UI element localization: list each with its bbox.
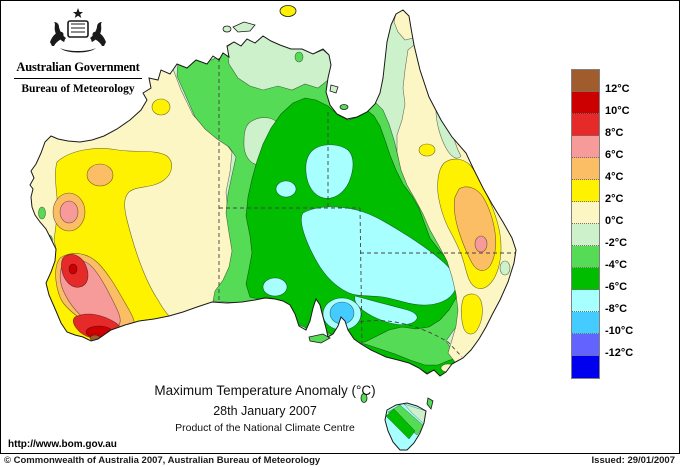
legend-swatch (572, 202, 599, 224)
island-bathurst (222, 25, 232, 33)
region-west-orange-oval (86, 163, 114, 187)
legend-swatch (572, 180, 599, 202)
legend-label: -4°C (605, 259, 628, 271)
legend-swatch (572, 224, 599, 246)
legend-swatch (572, 268, 599, 290)
legend-label: 10°C (605, 105, 630, 117)
bom-url-text: http://www.bom.gov.au (8, 439, 117, 450)
legend-label: 2°C (605, 193, 624, 205)
island-groote (329, 84, 339, 94)
header-block: Australian Government Bureau of Meteorol… (12, 6, 144, 95)
region-blue-spencer (329, 301, 355, 325)
region-qld-pink (474, 235, 488, 253)
legend-swatch (572, 290, 599, 312)
region-cyan-small-oval (275, 180, 297, 198)
bureau-title: Bureau of Meteorology (21, 83, 135, 95)
tasmania-coastline (384, 402, 427, 451)
legend-label: 4°C (605, 171, 624, 183)
legend-label: -6°C (605, 281, 628, 293)
issued-date-text: Issued: 29/01/2007 (591, 455, 675, 466)
map-date: 28th January 2007 (213, 404, 317, 418)
temperature-legend: 12°C 10°C 8°C 6°C 4°C 2°C 0°C -2°C -4°C -6°C -8°C -… (571, 69, 680, 379)
legend-swatch (572, 356, 599, 378)
region-cyan-gulf-lobe (305, 144, 354, 199)
header-divider (14, 78, 142, 79)
region-vic-cream-dot (440, 363, 456, 373)
legend-label: 0°C (605, 215, 624, 227)
government-title: Australian Government (16, 60, 140, 74)
legend-label: 12°C (605, 83, 630, 95)
legend-swatch (572, 70, 599, 92)
title-block: Maximum Temperature Anomaly (°C) 28th Ja… (15, 383, 515, 434)
legend-label: -8°C (605, 303, 628, 315)
region-cyan-main (301, 206, 457, 306)
tas-dark-green (385, 408, 416, 440)
region-west-pink-core (59, 200, 79, 224)
legend-swatch (572, 92, 599, 114)
region-nw-yellow-oval (151, 98, 171, 116)
state-borders (218, 58, 515, 358)
kangaroo-body-icon (50, 31, 64, 46)
legend-swatch (572, 312, 599, 334)
region-coast-green-dot-1 (499, 260, 511, 276)
region-qld-yellow-dot (418, 143, 436, 157)
island-kangaroo (308, 333, 331, 344)
region-cyan-south-tongue (354, 295, 418, 325)
map-title: Maximum Temperature Anomaly (°C) (154, 383, 376, 398)
bottom-bar: © Commonwealth of Australia 2007, Austra… (0, 454, 680, 467)
region-coast-green-dot-3 (38, 206, 46, 220)
copyright-text: © Commonwealth of Australia 2007, Austra… (4, 455, 321, 466)
island-mornington (339, 104, 349, 110)
scroll-icon (60, 48, 96, 53)
legend-label: 6°C (605, 149, 624, 161)
legend-swatch (572, 114, 599, 136)
mainland-coastline (29, 9, 517, 377)
legend-label: -2°C (605, 237, 628, 249)
island-flinders (426, 397, 434, 410)
legend-swatches (571, 69, 600, 379)
island-king (360, 393, 368, 403)
legend-swatch (572, 158, 599, 180)
legend-label: -12°C (605, 347, 634, 359)
map-product-line: Product of the National Climate Centre (175, 422, 355, 434)
legend-swatch (572, 136, 599, 158)
coat-of-arms-icon (50, 8, 106, 53)
emu-body-icon (92, 31, 106, 46)
legend-label: 8°C (605, 127, 624, 139)
shield-icon (67, 20, 89, 38)
island-melville (232, 21, 256, 33)
legend-swatch (572, 334, 599, 356)
commonwealth-star-icon (73, 8, 83, 18)
region-sw-darkred-dot (68, 263, 78, 275)
offshore-islands (222, 5, 434, 410)
island-yellow-north (279, 5, 297, 17)
region-cyan-west-oval (262, 277, 288, 297)
region-nsw-yellow-band (461, 293, 483, 335)
region-darwin-green-dot (294, 51, 304, 63)
legend-swatch (572, 246, 599, 268)
legend-label: -10°C (605, 325, 634, 337)
region-coast-green-dot-2 (482, 335, 492, 347)
